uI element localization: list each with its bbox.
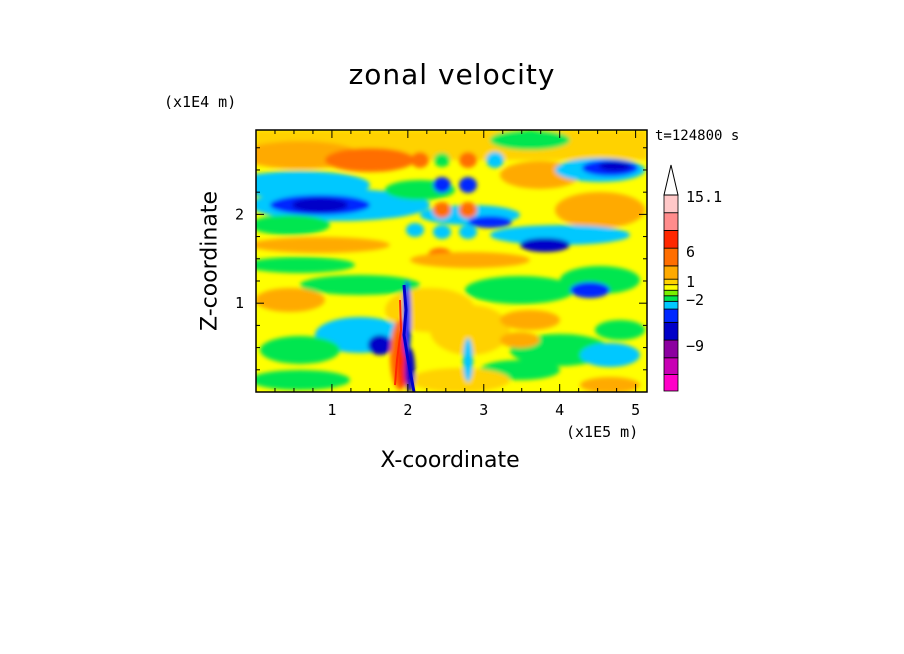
x-axis-unit: (x1E5 m): [566, 423, 639, 441]
x-tick-label: 2: [403, 401, 412, 419]
x-axis-label-text: X-coordinate: [380, 448, 520, 473]
time-annotation: t=124800 s: [655, 128, 740, 144]
colorbar-swatch: [663, 295, 679, 302]
colorbar-label: −2: [686, 291, 704, 309]
chart-title: zonal velocity: [348, 58, 556, 91]
colorbar-swatch: [663, 339, 679, 359]
colorbar-swatch: [663, 284, 679, 291]
colorbar-swatch: [663, 300, 679, 310]
x-tick-label: 5: [631, 401, 640, 419]
axes: 1 2 3 4 5 1 2: [235, 130, 647, 419]
colorbar-swatch: [663, 265, 679, 280]
colorbar-swatch: [663, 373, 679, 392]
contour-field: [256, 130, 647, 392]
x-tick-label: 3: [479, 401, 488, 419]
colorbar-label: 1: [686, 273, 695, 291]
colorbar-swatch: [663, 278, 679, 286]
colorbar-swatch: [663, 289, 679, 297]
colorbar: 15.1 6 1−2 −9: [663, 164, 722, 392]
colorbar-label: −9: [686, 337, 704, 355]
colorbar-swatch: [663, 308, 679, 323]
x-tick-label: 1: [327, 401, 336, 419]
y-axis-unit: (x1E4 m): [164, 93, 237, 111]
colorbar-swatch: [663, 212, 679, 231]
x-tick-label: 4: [555, 401, 564, 419]
colorbar-swatch: [663, 194, 679, 214]
y-tick-label: 1: [235, 294, 244, 312]
colorbar-label: 15.1: [686, 188, 722, 206]
colorbar-label: 6: [686, 243, 695, 261]
colorbar-swatch: [663, 357, 679, 375]
x-axis-label: X-coordinate: [0, 448, 904, 473]
colorbar-swatch: [663, 247, 679, 267]
colorbar-swatch: [663, 230, 679, 249]
colorbar-swatch: [663, 321, 679, 341]
y-tick-label: 2: [235, 205, 244, 223]
plot-frame: [255, 129, 648, 393]
colorbar-overflow-arrow: [663, 164, 679, 196]
